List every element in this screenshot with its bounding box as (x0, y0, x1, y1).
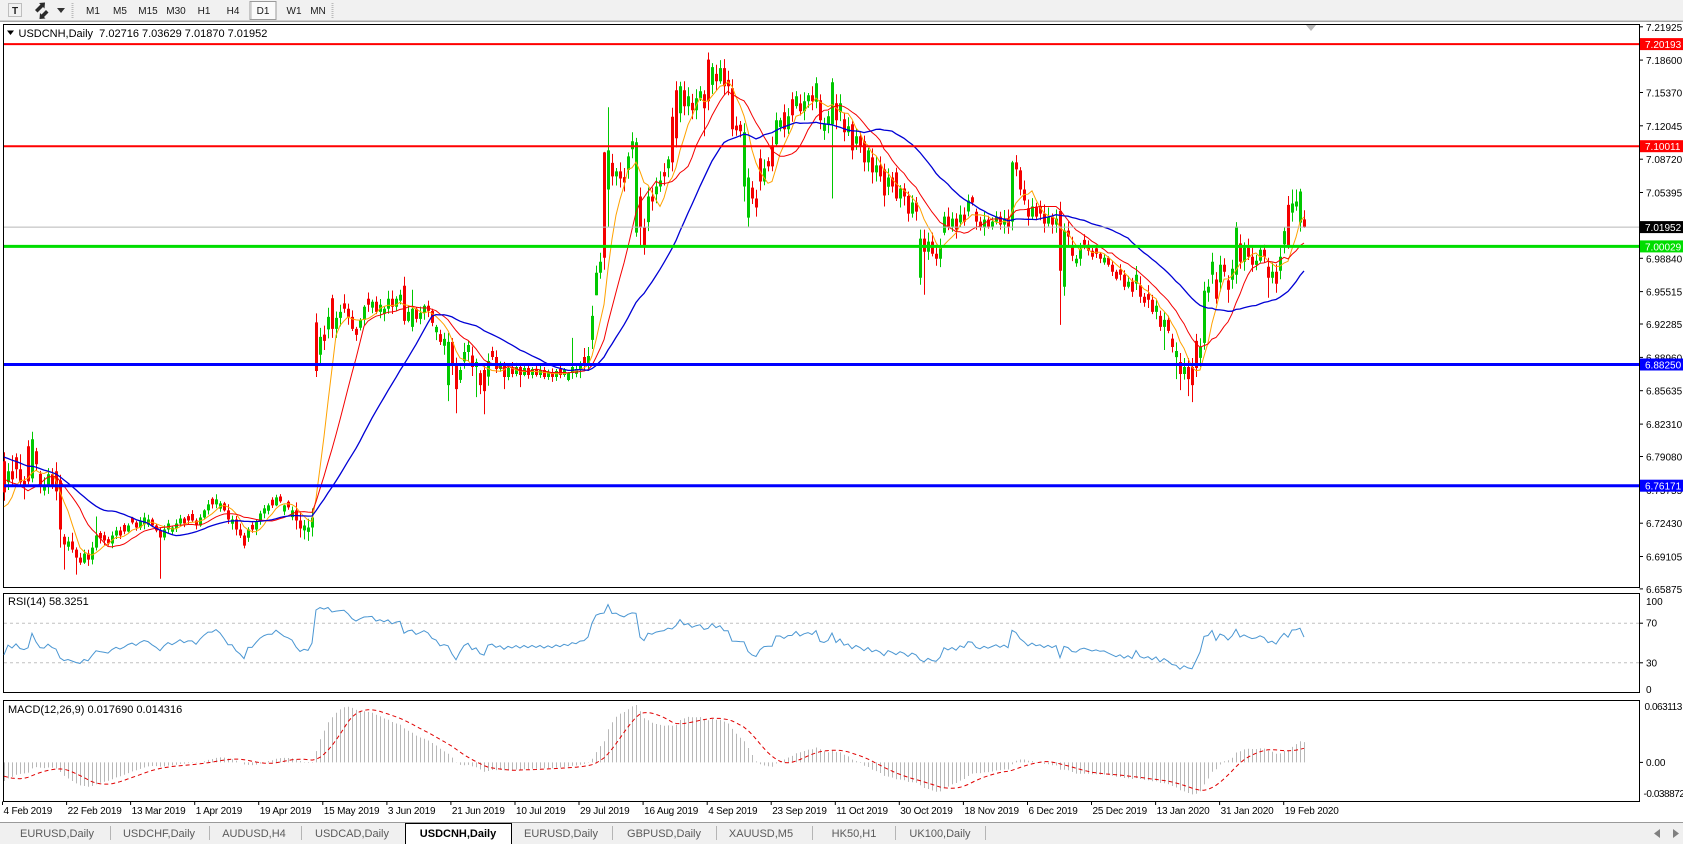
svg-text:30: 30 (1646, 658, 1658, 669)
svg-text:23 Sep 2019: 23 Sep 2019 (772, 806, 827, 817)
svg-text:RSI(14) 58.3251: RSI(14) 58.3251 (8, 596, 89, 608)
svg-text:7.10011: 7.10011 (1645, 142, 1681, 153)
svg-text:6.65875: 6.65875 (1646, 585, 1683, 596)
svg-text:EURUSD,Daily: EURUSD,Daily (524, 828, 598, 840)
svg-text:0: 0 (1646, 685, 1652, 696)
svg-text:D1: D1 (257, 6, 270, 17)
svg-text:7.20193: 7.20193 (1645, 40, 1682, 51)
svg-text:T: T (12, 6, 18, 17)
svg-text:USDCNH,Daily 7.02716 7.03629: USDCNH,Daily 7.02716 7.03629 7.01870 7.0… (19, 28, 268, 40)
svg-text:XAUUSD,M5: XAUUSD,M5 (729, 828, 793, 840)
svg-text:M30: M30 (166, 6, 186, 17)
svg-text:6.82310: 6.82310 (1646, 420, 1683, 431)
svg-text:0.00: 0.00 (1646, 758, 1666, 769)
svg-text:W1: W1 (287, 6, 302, 17)
svg-text:7.15370: 7.15370 (1646, 89, 1683, 100)
svg-text:6.76171: 6.76171 (1645, 482, 1682, 493)
svg-text:USDCHF,Daily: USDCHF,Daily (123, 828, 196, 840)
svg-text:6.92285: 6.92285 (1646, 320, 1683, 331)
svg-text:7.18600: 7.18600 (1646, 56, 1683, 67)
svg-text:10 Jul 2019: 10 Jul 2019 (516, 806, 566, 817)
svg-text:15 May 2019: 15 May 2019 (324, 806, 380, 817)
svg-text:3 Jun 2019: 3 Jun 2019 (388, 806, 436, 817)
svg-text:6.69105: 6.69105 (1646, 553, 1683, 564)
svg-text:19 Apr 2019: 19 Apr 2019 (260, 806, 312, 817)
svg-text:M15: M15 (138, 6, 158, 17)
svg-text:6.88250: 6.88250 (1645, 361, 1682, 372)
svg-text:GBPUSD,Daily: GBPUSD,Daily (627, 828, 701, 840)
svg-text:6.98840: 6.98840 (1646, 254, 1683, 265)
svg-text:M5: M5 (113, 6, 127, 17)
svg-text:7.21925: 7.21925 (1646, 23, 1683, 34)
svg-text:16 Aug 2019: 16 Aug 2019 (644, 806, 699, 817)
svg-text:13 Jan 2020: 13 Jan 2020 (1157, 806, 1210, 817)
svg-text:7.00029: 7.00029 (1645, 242, 1682, 253)
svg-text:25 Dec 2019: 25 Dec 2019 (1093, 806, 1148, 817)
svg-text:7.08720: 7.08720 (1646, 155, 1683, 166)
svg-text:31 Jan 2020: 31 Jan 2020 (1221, 806, 1274, 817)
svg-text:AUDUSD,H4: AUDUSD,H4 (222, 828, 286, 840)
svg-text:6.72430: 6.72430 (1646, 519, 1683, 530)
svg-text:4 Sep 2019: 4 Sep 2019 (708, 806, 758, 817)
svg-text:6.79080: 6.79080 (1646, 453, 1683, 464)
svg-text:13 Mar 2019: 13 Mar 2019 (132, 806, 187, 817)
svg-text:M1: M1 (86, 6, 100, 17)
svg-text:6 Dec 2019: 6 Dec 2019 (1029, 806, 1079, 817)
svg-text:EURUSD,Daily: EURUSD,Daily (20, 828, 94, 840)
svg-text:H1: H1 (198, 6, 211, 17)
svg-text:HK50,H1: HK50,H1 (832, 828, 877, 840)
svg-text:6.95515: 6.95515 (1646, 288, 1683, 299)
svg-text:USDCNH,Daily: USDCNH,Daily (420, 828, 497, 840)
svg-text:11 Oct 2019: 11 Oct 2019 (836, 806, 888, 817)
svg-text:29 Jul 2019: 29 Jul 2019 (580, 806, 630, 817)
svg-text:7.12045: 7.12045 (1646, 122, 1683, 133)
svg-text:-0.038872: -0.038872 (1644, 789, 1683, 800)
svg-text:1 Apr 2019: 1 Apr 2019 (196, 806, 243, 817)
svg-text:70: 70 (1646, 619, 1658, 630)
svg-text:6.85635: 6.85635 (1646, 387, 1683, 398)
svg-text:21 Jun 2019: 21 Jun 2019 (452, 806, 505, 817)
svg-text:MN: MN (310, 6, 326, 17)
svg-text:7.05395: 7.05395 (1646, 189, 1683, 200)
svg-text:0.063113: 0.063113 (1645, 702, 1683, 713)
svg-text:22 Feb 2019: 22 Feb 2019 (68, 806, 123, 817)
svg-text:30 Oct 2019: 30 Oct 2019 (900, 806, 953, 817)
svg-text:USDCAD,Daily: USDCAD,Daily (315, 828, 389, 840)
svg-text:H4: H4 (227, 6, 240, 17)
svg-text:MACD(12,26,9) 0.017690 0.01431: MACD(12,26,9) 0.017690 0.014316 (8, 704, 182, 716)
svg-text:UK100,Daily: UK100,Daily (909, 828, 971, 840)
svg-text:4 Feb 2019: 4 Feb 2019 (4, 806, 53, 817)
svg-text:19 Feb 2020: 19 Feb 2020 (1285, 806, 1340, 817)
svg-text:18 Nov 2019: 18 Nov 2019 (964, 806, 1019, 817)
svg-text:7.01952: 7.01952 (1645, 223, 1682, 234)
svg-text:100: 100 (1646, 597, 1663, 608)
